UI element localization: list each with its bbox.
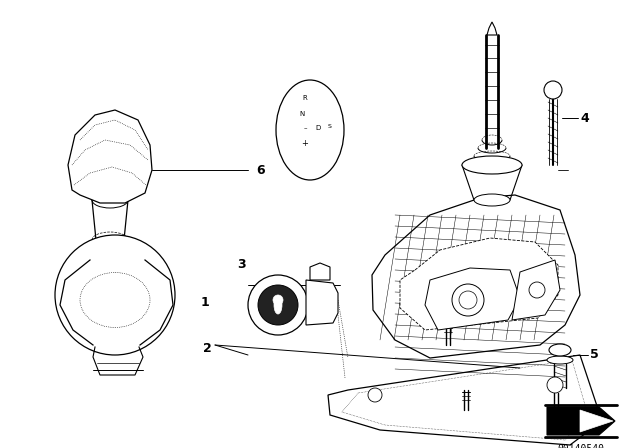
Circle shape bbox=[459, 291, 477, 309]
Polygon shape bbox=[310, 263, 330, 280]
Polygon shape bbox=[487, 22, 497, 35]
Text: D: D bbox=[316, 125, 321, 131]
Polygon shape bbox=[512, 260, 560, 320]
Text: 1: 1 bbox=[200, 296, 209, 309]
Ellipse shape bbox=[276, 80, 344, 180]
Circle shape bbox=[547, 377, 563, 393]
Polygon shape bbox=[580, 410, 613, 432]
Text: +: + bbox=[301, 139, 308, 148]
Circle shape bbox=[273, 295, 283, 305]
Polygon shape bbox=[372, 195, 580, 358]
Ellipse shape bbox=[80, 272, 150, 327]
Text: 3: 3 bbox=[237, 258, 246, 271]
Circle shape bbox=[529, 282, 545, 298]
Ellipse shape bbox=[549, 344, 571, 356]
Circle shape bbox=[544, 81, 562, 99]
Ellipse shape bbox=[474, 194, 510, 206]
Text: 5: 5 bbox=[590, 349, 599, 362]
Circle shape bbox=[258, 285, 298, 325]
Polygon shape bbox=[306, 280, 338, 325]
Text: 2: 2 bbox=[203, 341, 211, 354]
Polygon shape bbox=[68, 110, 152, 203]
Text: R: R bbox=[303, 95, 307, 101]
Text: S: S bbox=[328, 124, 332, 129]
Polygon shape bbox=[425, 268, 520, 330]
Text: 4: 4 bbox=[580, 112, 589, 125]
Ellipse shape bbox=[547, 356, 573, 364]
Ellipse shape bbox=[462, 156, 522, 174]
Polygon shape bbox=[547, 407, 615, 435]
Text: N: N bbox=[300, 111, 305, 117]
Polygon shape bbox=[328, 355, 600, 445]
Circle shape bbox=[55, 235, 175, 355]
Circle shape bbox=[368, 388, 382, 402]
Text: –: – bbox=[303, 125, 307, 131]
Text: 6: 6 bbox=[256, 164, 264, 177]
Circle shape bbox=[452, 284, 484, 316]
Circle shape bbox=[248, 275, 308, 335]
Ellipse shape bbox=[274, 296, 282, 314]
Polygon shape bbox=[400, 238, 558, 330]
Text: 00140540: 00140540 bbox=[557, 444, 605, 448]
